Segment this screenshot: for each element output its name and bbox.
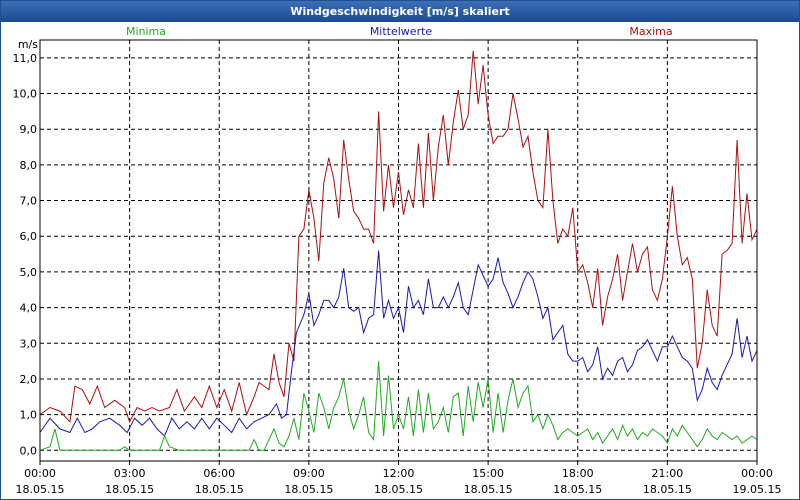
series-line-maxima	[39, 50, 758, 424]
y-tick-label: 3,0	[20, 337, 38, 350]
legend-mittelwerte: Mittelwerte	[370, 25, 433, 38]
y-tick-label: 11,0	[13, 52, 38, 65]
x-tick-time: 21:00	[652, 467, 684, 480]
y-tick-label: 2,0	[20, 373, 38, 386]
y-tick-label: 0,0	[20, 444, 38, 457]
x-tick-date: 18.05.15	[105, 483, 154, 496]
x-tick-time: 09:00	[293, 467, 325, 480]
grid	[39, 40, 758, 465]
x-tick-time: 00:00	[24, 467, 56, 480]
y-tick-label: 1,0	[20, 409, 38, 422]
x-tick-date: 18.05.15	[195, 483, 244, 496]
y-tick-label: 4,0	[20, 302, 38, 315]
y-tick-label: 9,0	[20, 123, 38, 136]
y-tick-label: 8,0	[20, 159, 38, 172]
y-tick-label: 7,0	[20, 195, 38, 208]
chart-title: Windgeschwindigkeit [m/s] skaliert	[1, 1, 799, 22]
y-tick-label: 6,0	[20, 230, 38, 243]
x-tick-date: 18.05.15	[553, 483, 602, 496]
x-tick-date: 18.05.15	[16, 483, 65, 496]
x-tick-date: 18.05.15	[284, 483, 333, 496]
y-tick-label: 5,0	[20, 266, 38, 279]
x-tick-time: 03:00	[114, 467, 146, 480]
x-tick-time: 06:00	[203, 467, 235, 480]
legend-maxima: Maxima	[629, 25, 672, 38]
x-tick-date: 18.05.15	[464, 483, 513, 496]
series-line-minima	[39, 361, 758, 451]
x-tick-time: 12:00	[383, 467, 415, 480]
x-tick-time: 00:00	[741, 467, 773, 480]
axis-labels: 0,0 1,0 2,0 3,0 4,0 5,0 6,0 7,0 8,0 9,0 10,0 11,0 00…	[13, 52, 782, 496]
x-tick-date: 18.05.15	[374, 483, 423, 496]
series-line-mittelwerte	[39, 250, 758, 437]
x-tick-date: 18.05.15	[643, 483, 692, 496]
series-lines	[39, 50, 758, 451]
x-tick-time: 15:00	[472, 467, 504, 480]
x-tick-date: 19.05.15	[733, 483, 782, 496]
plot-frame	[39, 39, 758, 462]
y-axis-label: m/s	[18, 38, 38, 51]
legend-minima: Minima	[126, 25, 166, 38]
x-tick-time: 18:00	[562, 467, 594, 480]
y-tick-label: 10,0	[13, 88, 38, 101]
